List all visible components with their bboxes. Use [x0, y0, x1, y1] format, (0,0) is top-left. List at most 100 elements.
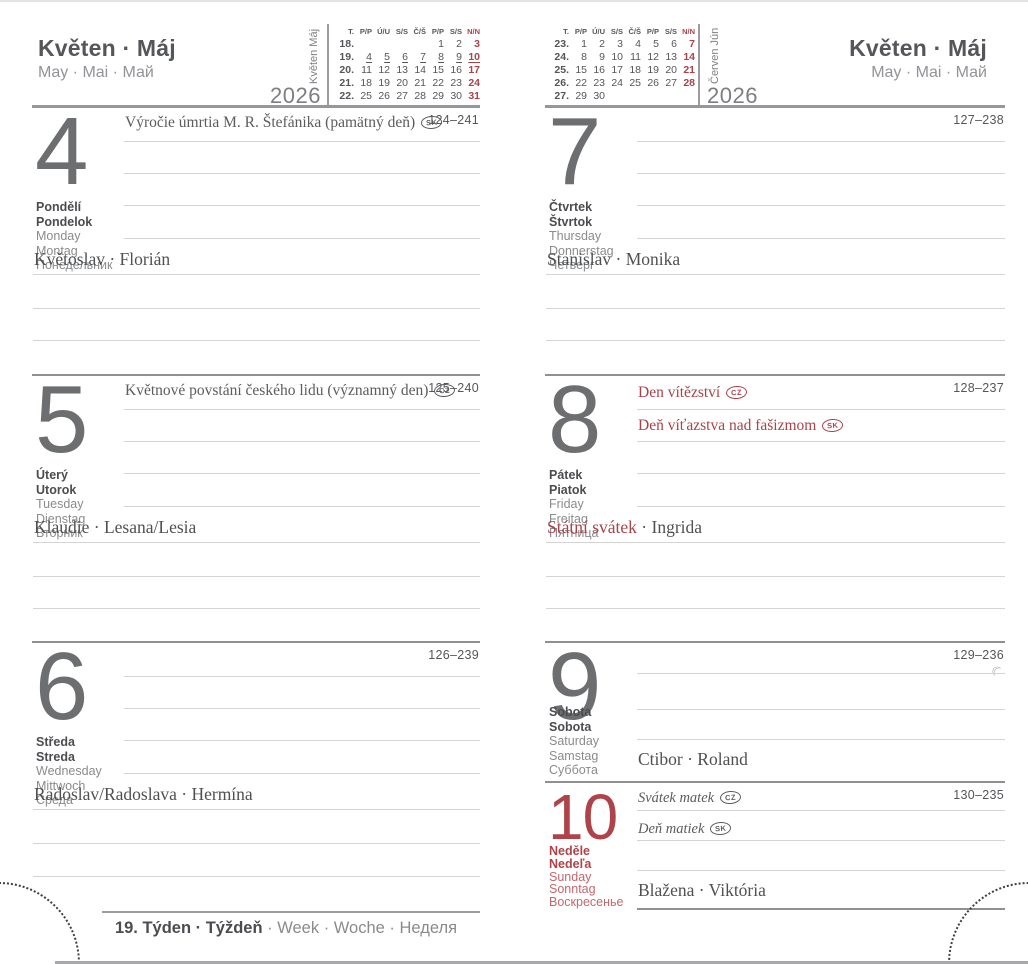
day-of-year-code: 125–240 [428, 381, 479, 395]
day-of-year-code: 124–241 [428, 113, 479, 127]
minical-week-number: 19. [339, 51, 354, 63]
ruled-line [546, 608, 1005, 609]
minical-header-cell: S/S [449, 27, 462, 36]
minical-day-cell: 1 [581, 38, 587, 50]
minical-day-cell: 6 [402, 51, 408, 63]
ruled-line [637, 506, 1005, 507]
day-name-labels: Pondělí Pondelok Monday Montag Понедельн… [36, 200, 113, 273]
minical-day-cell [623, 90, 641, 103]
holiday-event: Deň víťazstva nad fašizmom SK [638, 417, 935, 435]
month-title-block: Květen · Máj May · Mai · Май [849, 35, 987, 82]
minical-day-cell: 24 [468, 77, 480, 89]
minical-day-cell: 8 [581, 51, 587, 63]
holiday-event: Květnové povstání českého lidu (významný… [125, 382, 456, 400]
ruled-line [637, 238, 1005, 239]
minical-day-cell: 10 [468, 51, 480, 63]
day-of-year-code: 126–239 [428, 648, 479, 662]
minical-day-cell: 11 [630, 51, 641, 63]
ruled-line [546, 576, 1005, 577]
ruled-line [33, 340, 480, 341]
page-bottom-edge [55, 961, 1028, 964]
nameday-names: Klaudie · Lesana/Lesia [34, 517, 197, 537]
minical-day-cell [677, 90, 695, 103]
ruled-line [637, 141, 1005, 142]
week-footer: 19. Týden · Týždeň · Week · Woche · Неде… [32, 911, 480, 938]
day-block-10: 130–235 10 Neděle Nedeľa Sunday Sonntag … [545, 781, 1005, 910]
minical-day-cell: 22 [432, 77, 444, 89]
minical-week-number: 23. [554, 38, 569, 50]
minical-day-cell: 9 [456, 51, 462, 63]
mini-calendar-may: Květen Máj 2026 T. P/P Ú/U S/S Č/Š P/P S/S N/N 1… [270, 24, 480, 108]
minical-day-cell: 5 [653, 38, 659, 50]
minical-day-cell: 6 [671, 38, 677, 50]
minical-day-cell: 5 [384, 51, 390, 63]
minical-day-cell: 29 [575, 90, 587, 102]
mini-calendar-grid: T. P/P Ú/U S/S Č/Š P/P S/S N/N 23. 1 2 3 4 5 6 7 24. 8 9 10… [547, 24, 695, 105]
ruled-line [124, 708, 480, 709]
ruled-line [33, 576, 480, 577]
ruled-line [124, 173, 480, 174]
ruled-line [124, 141, 480, 142]
year-label: 2026 [270, 83, 321, 108]
minical-header-cell: Č/Š [413, 27, 426, 36]
minical-day-cell: 15 [575, 64, 587, 76]
day-number: 8 [548, 366, 601, 473]
day-name-labels: Čtvrtek Štvrtok Thursday Donnerstag Четв… [549, 200, 614, 273]
minical-day-cell: 1 [438, 38, 444, 50]
minical-day-cell: 17 [611, 64, 623, 76]
ruled-line [124, 205, 480, 206]
minical-day-cell: 4 [366, 51, 372, 63]
minical-header-cell: Ú/U [592, 27, 605, 36]
ruled-line [637, 709, 1005, 710]
ruled-line [546, 340, 1005, 341]
ruled-line [637, 173, 1005, 174]
holiday-event: Deň matiek SK [638, 821, 935, 838]
minical-day-cell: 20 [665, 64, 677, 76]
minical-day-cell: 2 [599, 38, 605, 50]
minical-day-cell: 25 [629, 77, 641, 89]
minical-day-cell: 13 [396, 64, 408, 76]
ruled-line [33, 308, 480, 309]
ruled-line [124, 773, 480, 774]
minical-day-cell [659, 90, 677, 103]
day-name-labels: Neděle Nedeľa Sunday Sonntag Воскресенье [549, 844, 624, 910]
minical-day-cell: 19 [647, 64, 659, 76]
minical-day-cell: 20 [396, 77, 408, 89]
day-block-5: 125–240 5 Úterý Utorok Tuesday Dienstag … [32, 372, 480, 641]
minical-week-number: 27. [554, 90, 569, 102]
day-block-9: 129–236 ☾ 9 Sobota Sobota Saturday Samst… [545, 639, 1007, 781]
country-badge: CZ [725, 385, 748, 400]
minical-day-cell: 14 [414, 64, 426, 76]
ruled-line [637, 840, 1005, 841]
ruled-line [637, 205, 1005, 206]
ruled-line [124, 676, 480, 677]
day-name-labels: Sobota Sobota Saturday Samstag Суббота [549, 705, 600, 778]
mini-calendar-month-label: Květen Máj [308, 28, 320, 84]
minical-day-cell: 25 [360, 90, 372, 102]
minical-day-cell: 21 [683, 64, 695, 76]
minical-day-cell [390, 38, 408, 51]
minical-day-cell: 11 [361, 64, 372, 76]
minical-day-cell: 24 [611, 77, 623, 89]
minical-week-number: 22. [339, 90, 354, 102]
minical-day-cell: 30 [450, 90, 462, 102]
mini-calendar-divider [698, 24, 700, 105]
ruled-line [33, 843, 480, 844]
day-number: 6 [35, 633, 88, 740]
ruled-line [637, 870, 1005, 871]
minical-day-cell [408, 38, 426, 51]
minical-header-cell: Ú/U [377, 27, 390, 36]
minical-week-number: 21. [339, 77, 354, 89]
minical-day-cell: 16 [450, 64, 462, 76]
minical-day-cell: 30 [593, 90, 605, 102]
ruled-line [637, 810, 1005, 811]
minical-day-cell: 31 [468, 90, 480, 102]
minical-day-cell: 18 [360, 77, 372, 89]
day-block-8: 128–237 8 Pátek Piatok Friday Freitag Пя… [545, 366, 1005, 641]
day-of-year-code: 130–235 [953, 788, 1004, 802]
minical-day-cell: 27 [665, 77, 677, 89]
ruled-line [33, 876, 480, 877]
ruled-line [546, 274, 1005, 275]
minical-day-cell: 26 [647, 77, 659, 89]
month-title: Květen · Máj [849, 35, 987, 61]
